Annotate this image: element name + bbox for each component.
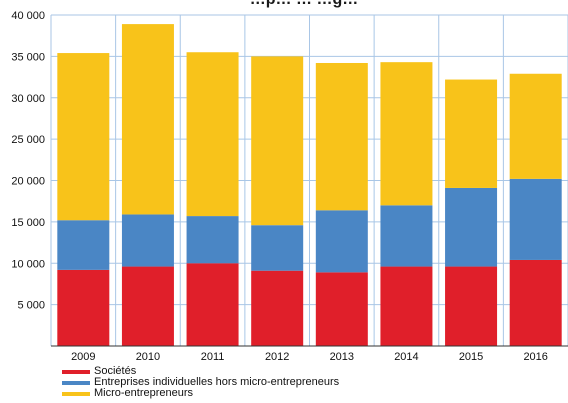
legend-label-societes: Sociétés bbox=[94, 365, 137, 377]
y-tick-label: 35 000 bbox=[11, 51, 45, 63]
x-tick-label: 2015 bbox=[459, 351, 483, 363]
x-tick-label: 2013 bbox=[330, 351, 354, 363]
legend-swatch-societes bbox=[62, 369, 90, 374]
bar-segment-micro-entrepreneurs bbox=[186, 52, 239, 217]
legend-item-entreprises-individuelles: Entreprises individuelles hors micro-ent… bbox=[62, 377, 339, 388]
legend-item-societes: Sociétés bbox=[62, 366, 339, 377]
chart-legend: Sociétés Entreprises individuelles hors … bbox=[62, 366, 339, 399]
x-tick-label: 2016 bbox=[523, 351, 547, 363]
bar-segment-entreprises-individuelles bbox=[380, 205, 433, 267]
bar-segment-micro-entrepreneurs bbox=[380, 62, 433, 206]
chart-title-strip: …p… … …g… bbox=[40, 0, 568, 14]
bar-segment-entreprises-individuelles bbox=[186, 216, 239, 264]
y-tick-label: 30 000 bbox=[11, 93, 45, 105]
x-tick-label: 2014 bbox=[394, 351, 418, 363]
legend-swatch-entreprises-individuelles bbox=[62, 380, 90, 385]
bar-segment-societes bbox=[57, 269, 110, 346]
bar-segment-societes bbox=[445, 266, 498, 346]
chart-title: …p… … …g… bbox=[40, 0, 568, 9]
bar-segment-entreprises-individuelles bbox=[509, 178, 562, 260]
bar-segment-entreprises-individuelles bbox=[121, 214, 174, 267]
bar-segment-entreprises-individuelles bbox=[315, 210, 368, 273]
legend-swatch-micro-entrepreneurs bbox=[62, 391, 90, 396]
bar-segment-entreprises-individuelles bbox=[251, 225, 304, 271]
bar-segment-societes bbox=[315, 272, 368, 346]
bar-segment-micro-entrepreneurs bbox=[509, 73, 562, 179]
y-tick-label: 25 000 bbox=[11, 134, 45, 146]
bar-segment-micro-entrepreneurs bbox=[57, 53, 110, 221]
bar-segment-entreprises-individuelles bbox=[57, 220, 110, 270]
y-tick-label: 20 000 bbox=[11, 176, 45, 188]
bar-segment-entreprises-individuelles bbox=[445, 187, 498, 267]
bar-segment-micro-entrepreneurs bbox=[315, 62, 368, 211]
bar-segment-societes bbox=[121, 266, 174, 346]
bar-segment-micro-entrepreneurs bbox=[445, 79, 498, 188]
bar-segment-societes bbox=[509, 259, 562, 346]
bar-segment-micro-entrepreneurs bbox=[251, 56, 304, 226]
y-tick-label: 5 000 bbox=[17, 300, 45, 312]
legend-label-entreprises-individuelles: Entreprises individuelles hors micro-ent… bbox=[94, 376, 340, 388]
legend-item-micro-entrepreneurs: Micro-entrepreneurs bbox=[62, 388, 339, 399]
x-tick-label: 2011 bbox=[201, 351, 225, 363]
bar-segment-societes bbox=[251, 270, 304, 346]
y-tick-label: 15 000 bbox=[11, 217, 45, 229]
y-tick-label: 40 000 bbox=[11, 10, 45, 22]
legend-label-micro-entrepreneurs: Micro-entrepreneurs bbox=[94, 387, 194, 399]
x-tick-label: 2010 bbox=[136, 351, 160, 363]
x-tick-label: 2009 bbox=[71, 351, 95, 363]
bar-segment-societes bbox=[380, 266, 433, 346]
bar-segment-societes bbox=[186, 263, 239, 346]
bar-segment-micro-entrepreneurs bbox=[121, 24, 174, 215]
y-tick-label: 10 000 bbox=[11, 258, 45, 270]
x-tick-label: 2012 bbox=[265, 351, 289, 363]
